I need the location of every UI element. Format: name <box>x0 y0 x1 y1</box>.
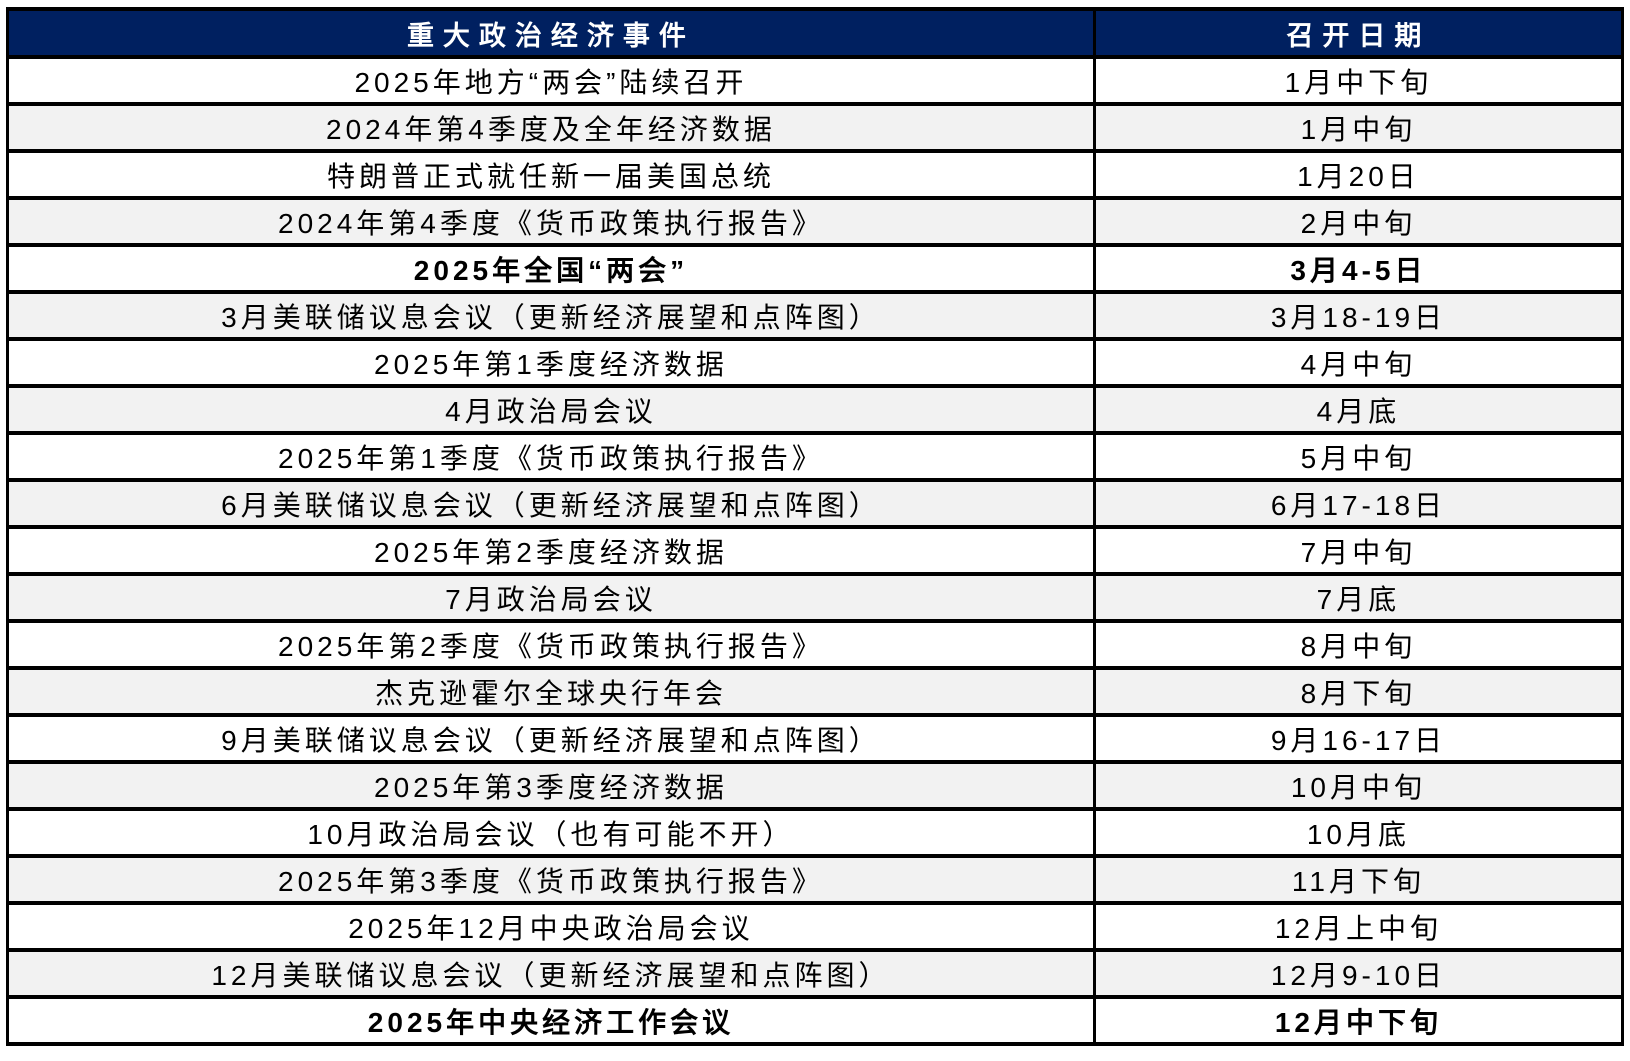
table-row: 2025年中央经济工作会议 12月中下旬 <box>6 995 1625 1046</box>
event-cell: 12月美联储议息会议（更新经济展望和点阵图） <box>6 948 1096 999</box>
date-cell: 3月18-19日 <box>1092 290 1625 341</box>
event-cell: 2025年第3季度经济数据 <box>6 760 1096 811</box>
date-cell: 12月9-10日 <box>1092 948 1625 999</box>
event-cell: 7月政治局会议 <box>6 572 1096 623</box>
table-row: 12月美联储议息会议（更新经济展望和点阵图） 12月9-10日 <box>6 948 1625 999</box>
table-row: 3月美联储议息会议（更新经济展望和点阵图） 3月18-19日 <box>6 290 1625 341</box>
table-row: 6月美联储议息会议（更新经济展望和点阵图） 6月17-18日 <box>6 478 1625 529</box>
column-header-event: 重大政治经济事件 <box>6 7 1096 59</box>
event-cell: 2025年12月中央政治局会议 <box>6 901 1096 952</box>
column-header-date: 召开日期 <box>1092 7 1625 59</box>
date-cell: 9月16-17日 <box>1092 713 1625 764</box>
table-row: 4月政治局会议 4月底 <box>6 384 1625 435</box>
event-cell: 9月美联储议息会议（更新经济展望和点阵图） <box>6 713 1096 764</box>
event-cell: 2025年全国“两会” <box>6 243 1096 294</box>
event-cell: 2025年第1季度经济数据 <box>6 337 1096 388</box>
event-cell: 2024年第4季度及全年经济数据 <box>6 102 1096 153</box>
event-cell: 2025年第1季度《货币政策执行报告》 <box>6 431 1096 482</box>
date-cell: 7月中旬 <box>1092 525 1625 576</box>
event-cell: 2025年第2季度《货币政策执行报告》 <box>6 619 1096 670</box>
event-cell: 2025年中央经济工作会议 <box>6 995 1096 1046</box>
event-cell: 杰克逊霍尔全球央行年会 <box>6 666 1096 717</box>
table-row: 2025年第2季度经济数据 7月中旬 <box>6 525 1625 576</box>
table-row: 2025年全国“两会” 3月4-5日 <box>6 243 1625 294</box>
date-cell: 1月中下旬 <box>1092 55 1625 106</box>
event-cell: 3月美联储议息会议（更新经济展望和点阵图） <box>6 290 1096 341</box>
table-row: 2025年第1季度《货币政策执行报告》 5月中旬 <box>6 431 1625 482</box>
event-cell: 2024年第4季度《货币政策执行报告》 <box>6 196 1096 247</box>
header-row: 重大政治经济事件 召开日期 <box>6 7 1625 59</box>
table-row: 2025年第3季度《货币政策执行报告》 11月下旬 <box>6 854 1625 905</box>
event-cell: 2025年第3季度《货币政策执行报告》 <box>6 854 1096 905</box>
table-row: 2025年第1季度经济数据 4月中旬 <box>6 337 1625 388</box>
date-cell: 1月中旬 <box>1092 102 1625 153</box>
table-row: 2025年12月中央政治局会议 12月上中旬 <box>6 901 1625 952</box>
date-cell: 6月17-18日 <box>1092 478 1625 529</box>
date-cell: 11月下旬 <box>1092 854 1625 905</box>
event-cell: 2025年地方“两会”陆续召开 <box>6 55 1096 106</box>
date-cell: 4月底 <box>1092 384 1625 435</box>
date-cell: 3月4-5日 <box>1092 243 1625 294</box>
date-cell: 10月中旬 <box>1092 760 1625 811</box>
date-cell: 12月中下旬 <box>1092 995 1625 1046</box>
date-cell: 5月中旬 <box>1092 431 1625 482</box>
date-cell: 10月底 <box>1092 807 1625 858</box>
event-cell: 10月政治局会议（也有可能不开） <box>6 807 1096 858</box>
date-cell: 4月中旬 <box>1092 337 1625 388</box>
event-cell: 6月美联储议息会议（更新经济展望和点阵图） <box>6 478 1096 529</box>
political-economic-events-table: 重大政治经济事件 召开日期 2025年地方“两会”陆续召开 1月中下旬 2024年第… <box>6 7 1625 1046</box>
event-cell: 4月政治局会议 <box>6 384 1096 435</box>
date-cell: 8月下旬 <box>1092 666 1625 717</box>
date-cell: 12月上中旬 <box>1092 901 1625 952</box>
table-body: 2025年地方“两会”陆续召开 1月中下旬 2024年第4季度及全年经济数据 1月中旬… <box>6 55 1625 1046</box>
table-row: 2024年第4季度《货币政策执行报告》 2月中旬 <box>6 196 1625 247</box>
table-row: 特朗普正式就任新一届美国总统 1月20日 <box>6 149 1625 200</box>
table-row: 10月政治局会议（也有可能不开） 10月底 <box>6 807 1625 858</box>
table-row: 2025年第2季度《货币政策执行报告》 8月中旬 <box>6 619 1625 670</box>
table-row: 2025年第3季度经济数据 10月中旬 <box>6 760 1625 811</box>
table-row: 2025年地方“两会”陆续召开 1月中下旬 <box>6 55 1625 106</box>
table-row: 7月政治局会议 7月底 <box>6 572 1625 623</box>
date-cell: 2月中旬 <box>1092 196 1625 247</box>
table-row: 杰克逊霍尔全球央行年会 8月下旬 <box>6 666 1625 717</box>
date-cell: 8月中旬 <box>1092 619 1625 670</box>
event-cell: 特朗普正式就任新一届美国总统 <box>6 149 1096 200</box>
event-cell: 2025年第2季度经济数据 <box>6 525 1096 576</box>
table-row: 2024年第4季度及全年经济数据 1月中旬 <box>6 102 1625 153</box>
date-cell: 7月底 <box>1092 572 1625 623</box>
table-row: 9月美联储议息会议（更新经济展望和点阵图） 9月16-17日 <box>6 713 1625 764</box>
date-cell: 1月20日 <box>1092 149 1625 200</box>
